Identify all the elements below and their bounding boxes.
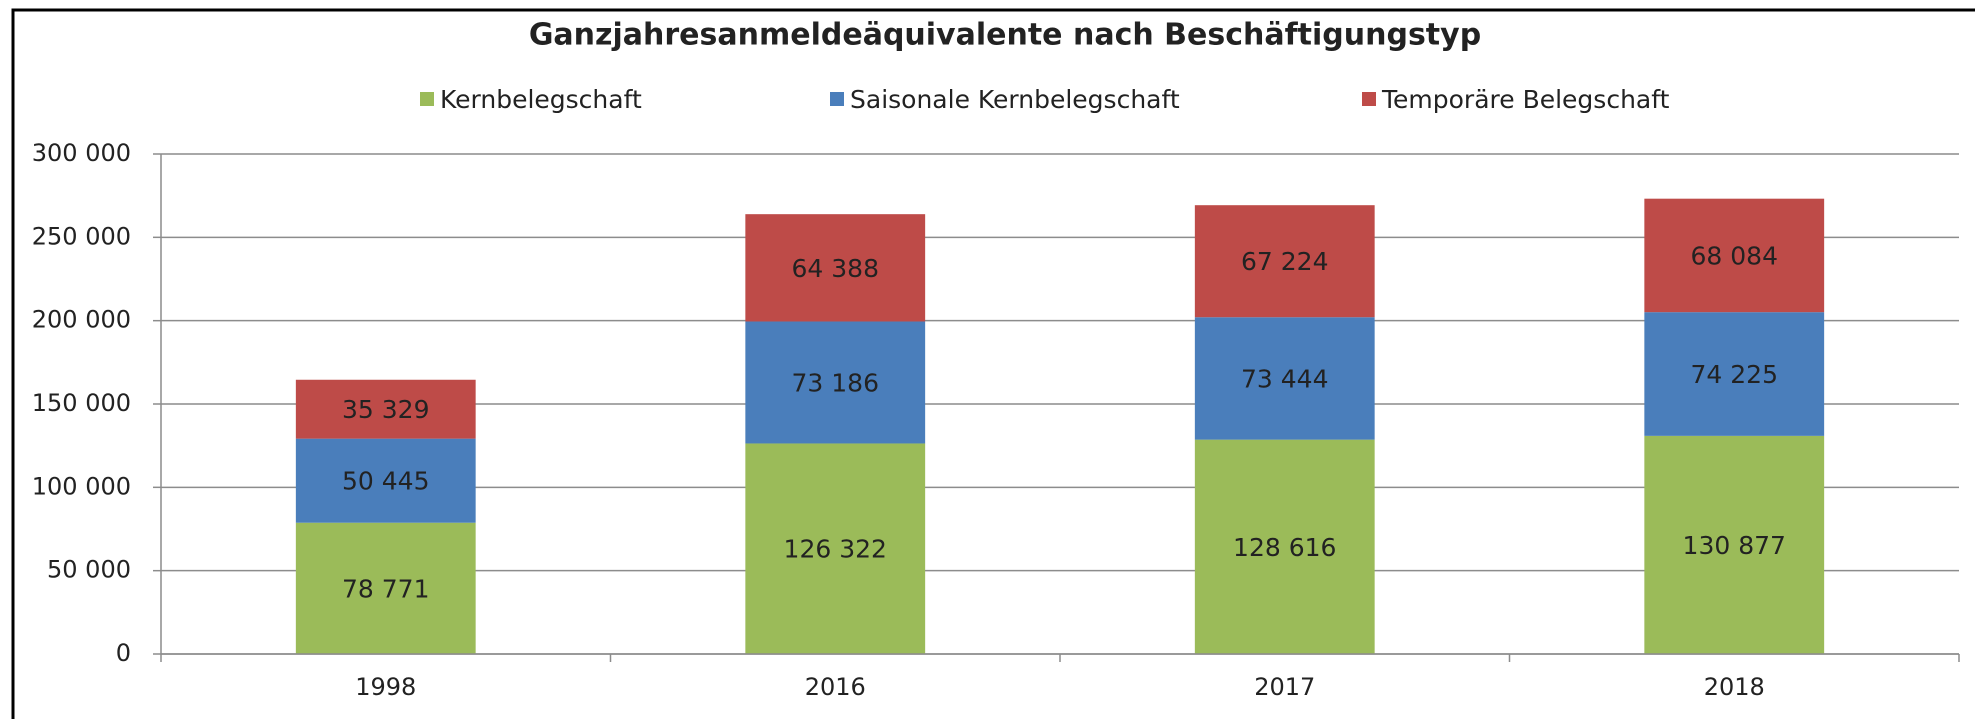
value-label: 128 616: [1233, 533, 1336, 562]
value-label: 78 771: [342, 574, 429, 603]
y-tick-label: 0: [116, 639, 131, 667]
value-label: 130 877: [1683, 531, 1786, 560]
value-label: 126 322: [784, 535, 887, 564]
legend-swatch: [830, 92, 844, 106]
value-label: 50 445: [342, 467, 429, 496]
bar-segment: [1644, 435, 1825, 654]
bar-segment: [1194, 439, 1375, 654]
chart-title: Ganzjahresanmeldeäquivalente nach Beschä…: [529, 18, 1481, 53]
x-tick-label: 2017: [1254, 673, 1315, 701]
y-tick-label: 200 000: [32, 306, 131, 334]
bar-segment: [1194, 205, 1375, 318]
legend-label: Kernbelegschaft: [440, 85, 642, 114]
x-tick-label: 1998: [355, 673, 416, 701]
bar-segment: [745, 214, 926, 322]
value-label: 68 084: [1691, 241, 1778, 270]
bar-segment: [745, 443, 926, 654]
legend-label: Temporäre Belegschaft: [1381, 85, 1670, 114]
value-label: 64 388: [792, 254, 879, 283]
legend-swatch: [1362, 92, 1376, 106]
bar-segment: [295, 379, 476, 439]
value-label: 73 444: [1241, 364, 1328, 393]
legend-label: Saisonale Kernbelegschaft: [850, 85, 1180, 114]
x-tick-label: 2016: [805, 673, 866, 701]
y-tick-label: 50 000: [47, 556, 131, 584]
legend-swatch: [420, 92, 434, 106]
bar-segment: [1644, 198, 1825, 313]
bar-segment: [1644, 312, 1825, 436]
chart-frame: [11, 8, 1975, 723]
y-tick-label: 100 000: [32, 472, 131, 500]
bar-segment: [295, 522, 476, 654]
y-tick-label: 300 000: [32, 139, 131, 167]
bar-segment: [1194, 317, 1375, 440]
x-tick-label: 2018: [1704, 673, 1765, 701]
y-tick-label: 150 000: [32, 389, 131, 417]
value-label: 67 224: [1241, 247, 1328, 276]
bar-segment: [745, 321, 926, 444]
y-tick-label: 250 000: [32, 222, 131, 250]
bar-segment: [295, 438, 476, 523]
value-label: 35 329: [342, 395, 429, 424]
value-label: 74 225: [1691, 360, 1778, 389]
value-label: 73 186: [792, 368, 879, 397]
